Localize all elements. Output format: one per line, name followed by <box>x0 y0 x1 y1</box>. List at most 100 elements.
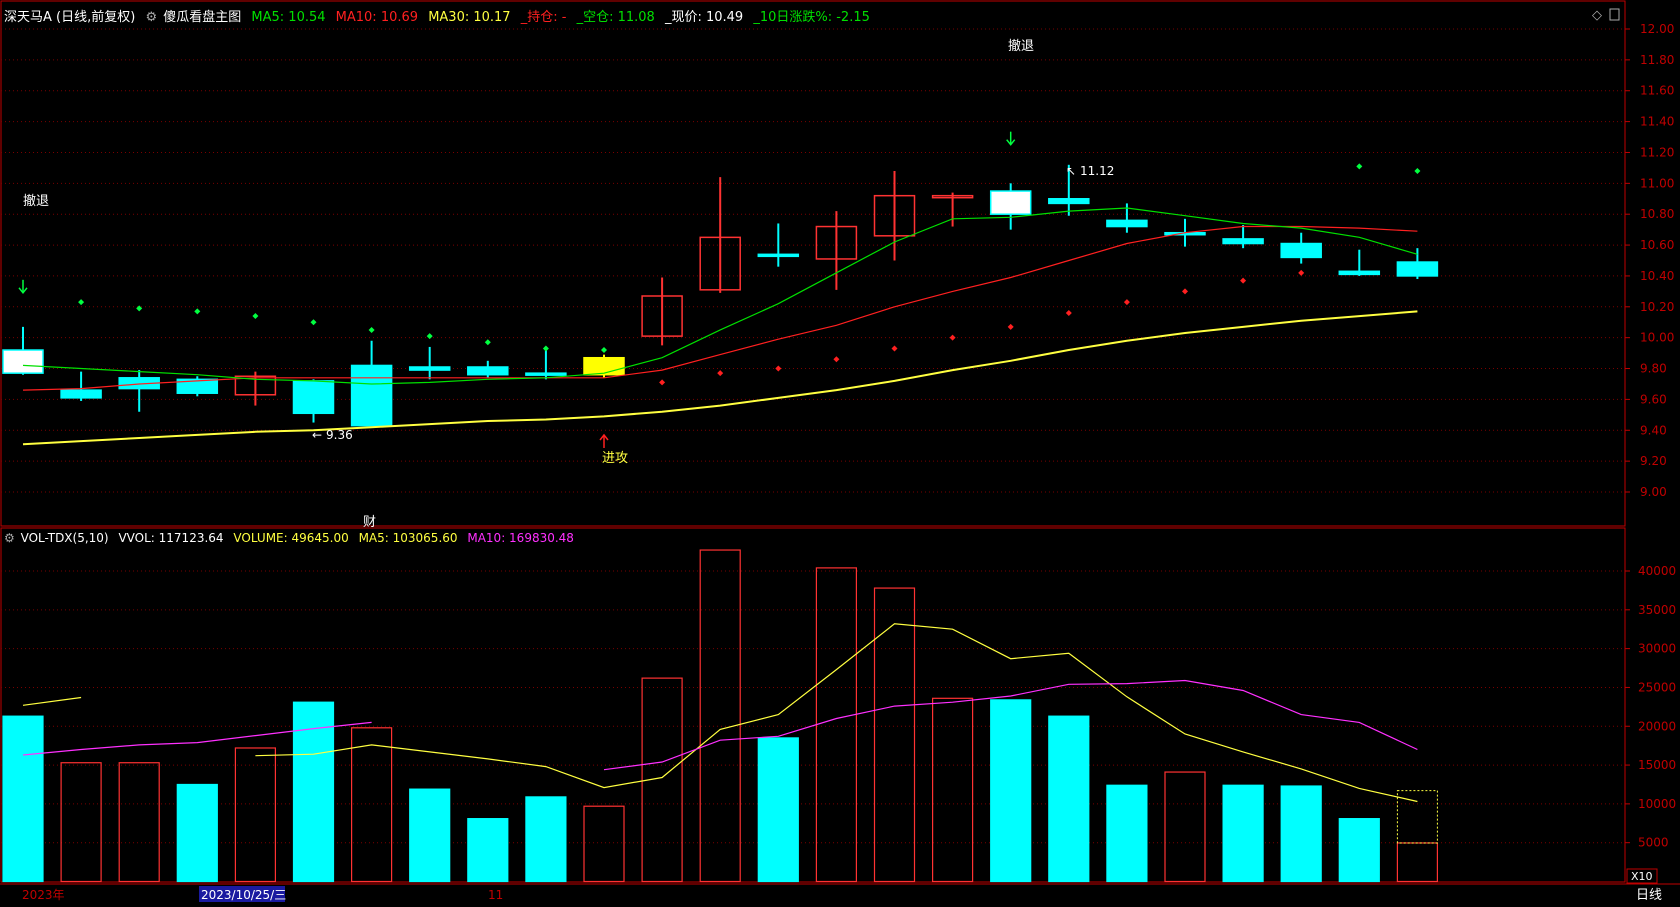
header-ma5: MA5: 10.54 <box>251 10 326 25</box>
high-price-label: 11.12 <box>1080 164 1114 178</box>
price-tick-label: 10.00 <box>1640 331 1674 345</box>
volume-bar <box>118 762 160 883</box>
candle-body <box>408 366 451 371</box>
header-change: _10日涨跌%: -2.15 <box>753 10 870 25</box>
signal-dot <box>252 313 259 320</box>
signal-dot <box>310 319 317 326</box>
signal-dot <box>1414 167 1421 174</box>
candle-body <box>989 190 1032 215</box>
candle-body <box>815 225 858 260</box>
volume-ma10-line <box>22 679 1418 771</box>
header-ma30: MA30: 10.17 <box>428 10 511 25</box>
attack-label: 进攻 <box>602 451 628 466</box>
volume-bar <box>1222 784 1264 883</box>
price-tick-label: 9.40 <box>1640 423 1667 437</box>
price-header: 深天马A (日线,前复权) ⚙ 傻瓜看盘主图 MA5: 10.54 MA10: … <box>4 6 876 25</box>
volume-bar <box>1338 818 1380 883</box>
signal-dot <box>1356 163 1363 170</box>
volume-bar <box>990 699 1032 883</box>
volume-bar <box>467 818 509 883</box>
signal-dots <box>78 163 1421 386</box>
signal-dot <box>601 347 607 354</box>
volume-bar <box>757 737 799 883</box>
signal-dot <box>1123 299 1130 306</box>
price-tick-label: 11.80 <box>1640 53 1674 67</box>
candle-body <box>1338 270 1381 276</box>
candle-body <box>1106 219 1148 228</box>
signal-dot <box>659 379 666 386</box>
volume-bar <box>1048 715 1090 883</box>
price-tick-label: 9.80 <box>1640 362 1667 376</box>
price-tick-label: 9.00 <box>1640 485 1667 499</box>
candle-body <box>699 236 741 291</box>
window-restore-icon[interactable] <box>1609 8 1620 21</box>
signal-dot <box>1298 269 1305 276</box>
candle-body <box>1048 198 1090 205</box>
signal-dot <box>136 305 143 312</box>
candle-body <box>1222 238 1264 245</box>
retreat-label-left: 撤退 <box>23 193 49 209</box>
signal-dot <box>484 339 491 346</box>
x10-box[interactable] <box>1626 868 1658 884</box>
ma-lines <box>22 207 1418 446</box>
volume-bar-projection <box>1396 790 1438 844</box>
stock-title[interactable]: 深天马A (日线,前复权) <box>4 10 136 25</box>
volume-bar <box>2 715 44 883</box>
ma10-line <box>22 225 1418 391</box>
indicator-name[interactable]: 傻瓜看盘主图 <box>163 10 242 25</box>
vol-indicator-name[interactable]: VOL-TDX(5,10) <box>20 531 109 545</box>
price-tick-label: 11.00 <box>1640 176 1674 190</box>
volume-tick-label: 15000 <box>1638 758 1676 772</box>
price-tick-label: 11.20 <box>1640 145 1674 159</box>
diamond-icon[interactable]: ◇ <box>1592 8 1602 23</box>
volume-panel-frame <box>0 527 1626 883</box>
volume-axis: 40000 35000 30000 25000 20000 15000 10000 5000 <box>1625 564 1676 850</box>
price-panel-frame <box>0 0 1626 527</box>
gear-icon[interactable]: ⚙ <box>145 10 158 25</box>
volume-bar <box>699 549 741 883</box>
ma30-line <box>22 310 1418 446</box>
volume-bar <box>1280 785 1322 883</box>
header-empty: _空仓: 11.08 <box>576 10 655 25</box>
arrow-up-head-icon <box>599 433 609 441</box>
candle-body <box>583 356 625 376</box>
gear-icon-volume[interactable]: ⚙ <box>4 531 15 545</box>
volume-tick-label: 40000 <box>1638 564 1676 578</box>
xaxis-date-label: 2023/10/25/三 <box>201 888 286 902</box>
signal-dot <box>1182 288 1188 295</box>
volume-gridlines <box>1 570 1625 844</box>
volume-header: ⚙ VOL-TDX(5,10) VVOL: 117123.64 VOLUME: … <box>4 531 580 545</box>
signal-dot <box>775 365 782 372</box>
candle-body <box>60 389 102 399</box>
xaxis-year-label: 2023年 <box>22 888 65 902</box>
signal-dot <box>949 334 956 341</box>
candle-body <box>1280 242 1322 259</box>
header-hold: _持仓: - <box>520 10 567 25</box>
signal-dot <box>1007 323 1014 330</box>
volume-bar <box>1106 784 1148 883</box>
price-tick-label: 11.40 <box>1640 115 1674 129</box>
candle-body <box>873 194 916 237</box>
volume-bars <box>2 549 1439 883</box>
volume-bar <box>1396 842 1439 883</box>
volume-bar <box>525 796 567 883</box>
candle-body <box>757 253 800 258</box>
price-gridlines <box>1 28 1625 493</box>
signal-dot <box>1065 309 1072 316</box>
finance-marker: 财 <box>363 515 376 530</box>
price-tick-label: 10.60 <box>1640 238 1674 252</box>
volume-bar <box>641 677 683 883</box>
volume-bar <box>292 701 335 883</box>
vol-volume: VOLUME: 49645.00 <box>233 531 349 545</box>
price-tick-label: 9.20 <box>1640 454 1667 468</box>
volume-ma-lines <box>22 623 1418 803</box>
price-tick-label: 12.00 <box>1640 22 1674 36</box>
signal-dot <box>891 345 898 352</box>
price-tick-label: 9.60 <box>1640 392 1667 406</box>
candle-body <box>2 349 44 374</box>
signal-dot <box>194 308 201 315</box>
volume-bar <box>60 762 102 883</box>
signal-dot <box>833 356 840 363</box>
x10-label[interactable]: X10 <box>1631 870 1653 883</box>
